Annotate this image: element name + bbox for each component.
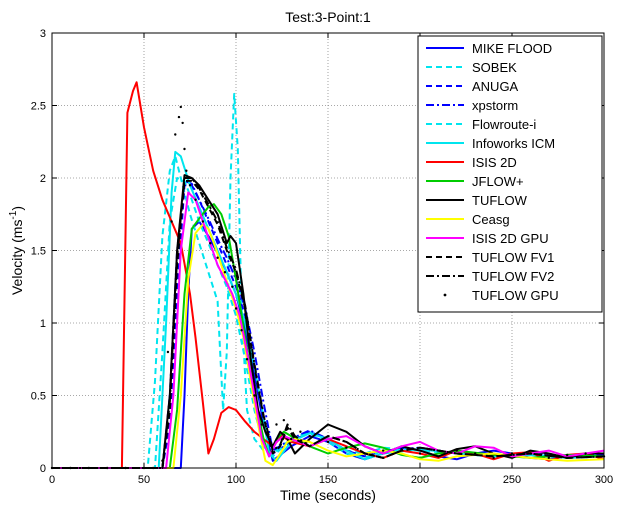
data-point (179, 105, 182, 109)
data-point (209, 242, 212, 245)
data-point (223, 271, 227, 274)
y-tick-label: 1 (40, 318, 46, 330)
data-point (260, 423, 263, 426)
legend-label-anuga: ANUGA (472, 79, 519, 94)
y-tick-label: 2.5 (31, 101, 46, 113)
series-tuflow-gpu (50, 105, 606, 470)
legend-label-tuflow-gpu: TUFLOW GPU (472, 288, 559, 303)
chart-title: Test:3-Point:1 (285, 9, 371, 25)
legend-label-isis-2d: ISIS 2D (472, 155, 517, 170)
legend-swatch-tuflow-gpu (443, 293, 447, 297)
legend-label-flowroute-i: Flowroute-i (472, 117, 536, 132)
data-point (282, 418, 286, 422)
data-point (231, 285, 234, 288)
legend-label-infoworks-icm: Infoworks ICM (472, 136, 555, 151)
data-point (216, 256, 219, 259)
data-point (240, 329, 243, 332)
y-axis-title: Velocity (ms-1) (8, 206, 25, 295)
x-axis-title: Time (seconds) (280, 487, 376, 503)
x-tick-label: 50 (138, 474, 150, 486)
data-point (201, 220, 205, 223)
data-point (234, 307, 238, 310)
data-point (181, 121, 184, 125)
legend-label-tuflow: TUFLOW (472, 193, 528, 208)
data-point (194, 198, 197, 201)
data-point (326, 440, 330, 444)
y-axis-title-suffix: ) (9, 206, 25, 211)
y-tick-label: 3 (40, 28, 46, 40)
legend-label-tuflow-fv1: TUFLOW FV1 (472, 250, 554, 265)
data-point (492, 456, 495, 460)
legend-label-ceasg: Ceasg (472, 212, 510, 227)
y-axis-title-superscript: -1 (8, 210, 19, 219)
data-point (529, 452, 532, 455)
legend-label-jflow: JFLOW+ (472, 174, 524, 189)
data-point (547, 456, 550, 460)
data-point (253, 394, 256, 397)
ticks: 0 50 100 150 200 250 300 0 0.5 1 1.5 2 2.5 3 (31, 28, 613, 486)
data-point (185, 169, 188, 172)
legend-label-isis-2d-gpu: ISIS 2D GPU (472, 231, 549, 246)
y-tick-label: 2 (40, 173, 46, 185)
data-point (418, 452, 422, 455)
data-point (245, 358, 249, 361)
data-point (363, 452, 366, 455)
y-tick-label: 1.5 (31, 246, 46, 258)
data-point (382, 449, 385, 452)
data-point (275, 423, 278, 426)
data-point (308, 434, 311, 438)
data-point (455, 449, 458, 452)
x-tick-label: 150 (319, 474, 337, 486)
data-point (474, 452, 477, 455)
x-tick-label: 0 (49, 474, 55, 486)
y-axis-title-main: Velocity (ms (9, 220, 25, 295)
series-line-isis-2d-gpu (52, 191, 605, 469)
legend-label-mike-flood: MIKE FLOOD (472, 41, 552, 56)
legend-label-tuflow-fv2: TUFLOW FV2 (472, 269, 554, 284)
data-point (400, 447, 403, 451)
data-point (345, 446, 348, 449)
data-point (161, 459, 164, 462)
data-point (290, 437, 293, 441)
x-tick-label: 250 (503, 474, 521, 486)
series-line-tuflow-fv2 (52, 177, 605, 469)
data-point (437, 455, 440, 458)
legend: MIKE FLOOD SOBEK ANUGA xpstorm Flowroute-i In… (417, 35, 603, 313)
data-point (267, 437, 271, 441)
data-point (166, 350, 170, 354)
data-point (177, 115, 181, 119)
data-point (174, 133, 177, 136)
legend-label-sobek: SOBEK (472, 60, 517, 75)
data-point (566, 453, 569, 457)
legend-label-xpstorm: xpstorm (472, 98, 518, 113)
data-point (299, 430, 302, 433)
data-point (584, 452, 587, 455)
data-point (510, 452, 514, 455)
y-tick-label: 0.5 (31, 391, 46, 403)
data-point (188, 184, 192, 187)
data-point (170, 220, 173, 223)
x-tick-label: 300 (595, 474, 613, 486)
y-tick-label: 0 (40, 463, 46, 475)
x-tick-label: 100 (227, 474, 245, 486)
series-group (50, 81, 606, 470)
data-point (183, 147, 186, 151)
x-tick-label: 200 (411, 474, 429, 486)
series-line-tuflow-fv1 (52, 179, 605, 469)
legend-box (417, 35, 603, 313)
